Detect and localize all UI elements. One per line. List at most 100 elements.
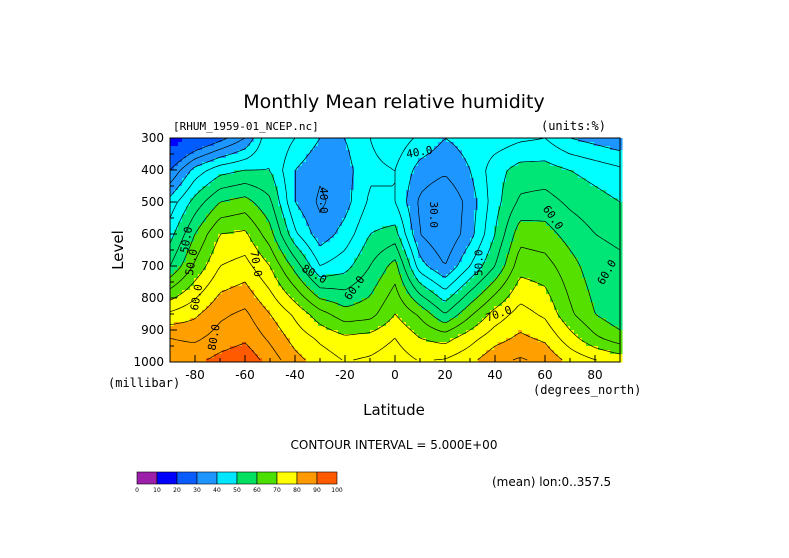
field-cell — [470, 294, 475, 299]
field-cell — [374, 254, 379, 259]
field-cell — [538, 302, 543, 307]
field-cell — [438, 266, 443, 271]
field-cell — [482, 162, 487, 167]
field-cell — [218, 170, 223, 175]
field-cell — [350, 198, 355, 203]
field-cell — [306, 254, 311, 259]
field-cell — [186, 238, 191, 243]
field-cell — [270, 242, 275, 247]
field-cell — [598, 206, 603, 211]
field-cell — [274, 278, 279, 283]
field-cell — [394, 198, 399, 203]
field-cell — [394, 254, 399, 259]
field-cell — [342, 158, 347, 163]
field-cell — [502, 238, 507, 243]
field-cell — [506, 198, 511, 203]
field-cell — [554, 138, 559, 143]
field-cell — [494, 170, 499, 175]
field-cell — [358, 170, 363, 175]
field-cell — [606, 178, 611, 183]
field-cell — [494, 238, 499, 243]
field-cell — [334, 222, 339, 227]
field-cell — [358, 290, 363, 295]
field-cell — [614, 302, 619, 307]
field-cell — [178, 206, 183, 211]
field-cell — [502, 278, 507, 283]
field-cell — [358, 222, 363, 227]
field-cell — [402, 258, 407, 263]
field-cell — [302, 302, 307, 307]
field-cell — [270, 194, 275, 199]
field-cell — [482, 250, 487, 255]
field-cell — [374, 274, 379, 279]
field-cell — [530, 178, 535, 183]
field-cell — [374, 270, 379, 275]
field-cell — [186, 226, 191, 231]
field-cell — [190, 314, 195, 319]
field-cell — [242, 310, 247, 315]
field-cell — [494, 154, 499, 159]
field-cell — [454, 270, 459, 275]
field-cell — [614, 142, 619, 147]
field-cell — [402, 142, 407, 147]
field-cell — [170, 246, 175, 251]
field-cell — [242, 178, 247, 183]
field-cell — [322, 218, 327, 223]
field-cell — [394, 230, 399, 235]
field-cell — [290, 190, 295, 195]
field-cell — [186, 314, 191, 319]
field-cell — [526, 206, 531, 211]
field-cell — [270, 234, 275, 239]
field-cell — [530, 226, 535, 231]
field-cell — [262, 186, 267, 191]
field-cell — [374, 190, 379, 195]
field-cell — [590, 310, 595, 315]
field-cell — [298, 214, 303, 219]
field-cell — [346, 310, 351, 315]
field-cell — [278, 274, 283, 279]
field-cell — [218, 210, 223, 215]
field-cell — [598, 274, 603, 279]
field-cell — [614, 242, 619, 247]
field-cell — [262, 154, 267, 159]
field-cell — [538, 198, 543, 203]
field-cell — [262, 294, 267, 299]
field-cell — [274, 222, 279, 227]
field-cell — [418, 266, 423, 271]
field-cell — [218, 234, 223, 239]
field-cell — [310, 310, 315, 315]
field-cell — [202, 150, 207, 155]
field-cell — [250, 262, 255, 267]
field-cell — [610, 278, 615, 283]
field-cell — [562, 238, 567, 243]
field-cell — [254, 182, 259, 187]
field-cell — [402, 202, 407, 207]
field-cell — [434, 242, 439, 247]
field-cell — [590, 146, 595, 151]
field-cell — [486, 310, 491, 315]
field-cell — [346, 282, 351, 287]
field-cell — [602, 202, 607, 207]
field-cell — [342, 166, 347, 171]
field-cell — [170, 266, 175, 271]
field-cell — [414, 290, 419, 295]
field-cell — [262, 246, 267, 251]
field-cell — [402, 294, 407, 299]
field-cell — [214, 186, 219, 191]
field-cell — [218, 246, 223, 251]
field-cell — [258, 278, 263, 283]
field-cell — [570, 206, 575, 211]
field-cell — [478, 298, 483, 303]
field-cell — [386, 138, 391, 143]
field-cell — [230, 178, 235, 183]
field-cell — [478, 234, 483, 239]
field-cell — [326, 166, 331, 171]
field-cell — [378, 294, 383, 299]
field-cell — [426, 310, 431, 315]
field-cell — [582, 266, 587, 271]
field-cell — [346, 166, 351, 171]
field-cell — [490, 270, 495, 275]
field-cell — [362, 138, 367, 143]
field-cell — [398, 290, 403, 295]
field-cell — [238, 142, 243, 147]
